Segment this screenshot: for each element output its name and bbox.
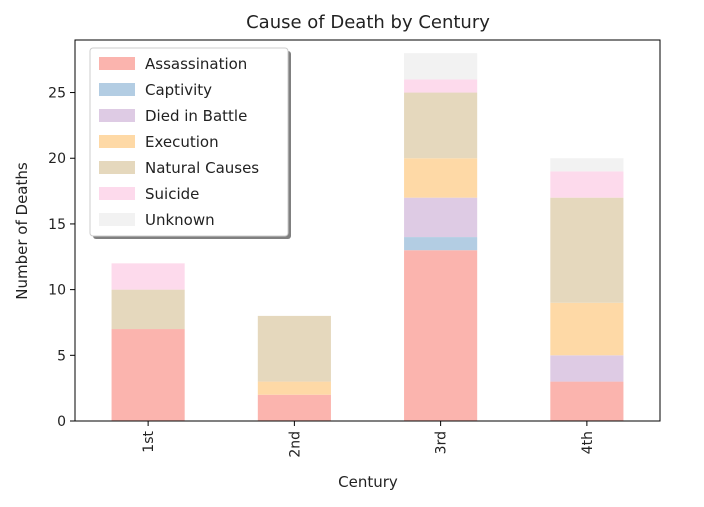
legend-label-assassination: Assassination [145, 55, 247, 73]
legend-label-natural-causes: Natural Causes [145, 159, 259, 177]
legend-swatch-unknown [99, 213, 135, 226]
y-tick-label: 15 [48, 217, 66, 233]
y-tick-label: 5 [57, 348, 66, 364]
legend-label-suicide: Suicide [145, 185, 199, 203]
bar-natural-causes-4th [550, 197, 624, 303]
legend-swatch-captivity [99, 83, 135, 96]
bar-died-in-battle-3rd [404, 197, 478, 238]
bar-assassination-2nd [257, 394, 331, 421]
bar-unknown-4th [550, 158, 624, 172]
legend-swatch-natural-causes [99, 161, 135, 174]
bar-suicide-3rd [404, 79, 478, 93]
y-axis-label: Number of Deaths [13, 162, 31, 300]
y-tick-label: 10 [48, 283, 66, 299]
chart-title: Cause of Death by Century [246, 12, 490, 33]
x-axis-label: Century [338, 473, 398, 491]
y-tick-label: 20 [48, 151, 66, 167]
bar-execution-3rd [404, 158, 478, 198]
bar-unknown-3rd [404, 53, 478, 80]
x-tick-label: 1st [141, 431, 157, 453]
y-axis-ticks: 0 5 10 15 20 25 [48, 86, 75, 430]
bar-assassination-4th [550, 381, 624, 421]
x-tick-label: 3rd [434, 431, 450, 454]
y-tick-label: 25 [48, 86, 66, 102]
x-tick-label: 2nd [287, 431, 303, 458]
bars-layer [111, 53, 624, 421]
legend: Assassination Captivity Died in Battle Exec… [89, 47, 291, 239]
bar-died-in-battle-4th [550, 355, 624, 382]
x-tick-label: 4th [580, 431, 596, 454]
bar-assassination-1st [111, 329, 185, 421]
bar-suicide-1st [111, 263, 185, 290]
bar-execution-2nd [257, 381, 331, 395]
plot-frame [74, 39, 661, 422]
bar-natural-causes-1st [111, 289, 185, 330]
legend-label-unknown: Unknown [145, 211, 215, 229]
bar-assassination-3rd [404, 250, 478, 421]
bar-captivity-3rd [404, 237, 478, 251]
legend-swatch-suicide [99, 187, 135, 200]
legend-swatch-assassination [99, 57, 135, 70]
bar-natural-causes-3rd [404, 92, 478, 159]
legend-box [89, 47, 289, 237]
legend-swatch-execution [99, 135, 135, 148]
bar-execution-4th [550, 302, 624, 356]
legend-swatch-died-in-battle [99, 109, 135, 122]
legend-label-execution: Execution [145, 133, 219, 151]
x-axis-ticks: 1st 2nd 3rd 4th [141, 421, 596, 458]
bar-natural-causes-2nd [257, 315, 331, 382]
legend-label-died-in-battle: Died in Battle [145, 107, 247, 125]
y-tick-label: 0 [57, 414, 66, 430]
legend-label-captivity: Captivity [145, 81, 212, 99]
bar-suicide-4th [550, 171, 624, 198]
